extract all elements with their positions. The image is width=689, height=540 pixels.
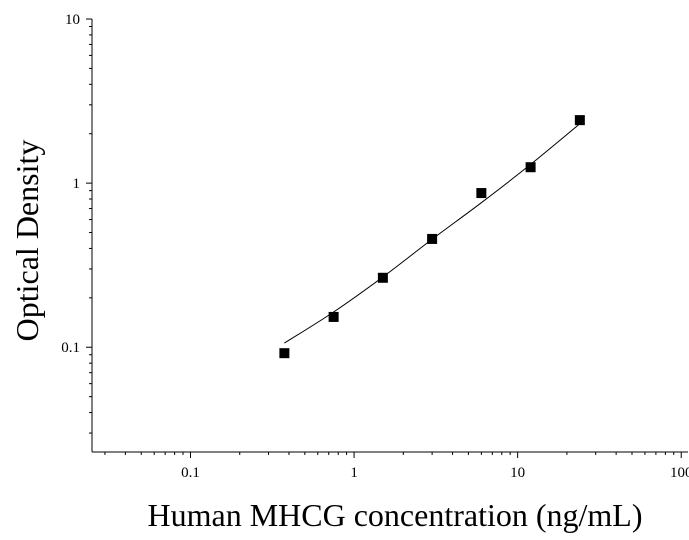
- x-tick-label: 1: [350, 465, 358, 481]
- axes-group: 0.1 1 10 100 0.1 1 10: [61, 12, 689, 481]
- fit-curve: [284, 123, 581, 344]
- y-axis-title: Optical Density: [9, 140, 45, 342]
- data-points-layer: [279, 115, 585, 359]
- x-tick-label: 0.1: [181, 465, 200, 481]
- data-point: [525, 162, 536, 173]
- data-point: [427, 233, 438, 244]
- data-point: [377, 272, 388, 283]
- data-point: [279, 348, 290, 359]
- data-point: [328, 311, 339, 322]
- data-point: [574, 115, 585, 126]
- x-tick-label: 100: [670, 465, 689, 481]
- fit-curve-layer: [284, 123, 581, 344]
- y-tick-label: 1: [73, 176, 81, 192]
- x-axis-title: Human MHCG concentration (ng/mL): [148, 497, 643, 533]
- y-tick-label: 10: [65, 12, 80, 28]
- labels-layer: Optical Density Human MHCG concentration…: [9, 140, 643, 533]
- data-point: [476, 188, 487, 199]
- y-tick-label: 0.1: [61, 340, 80, 356]
- x-tick-label: 10: [510, 465, 525, 481]
